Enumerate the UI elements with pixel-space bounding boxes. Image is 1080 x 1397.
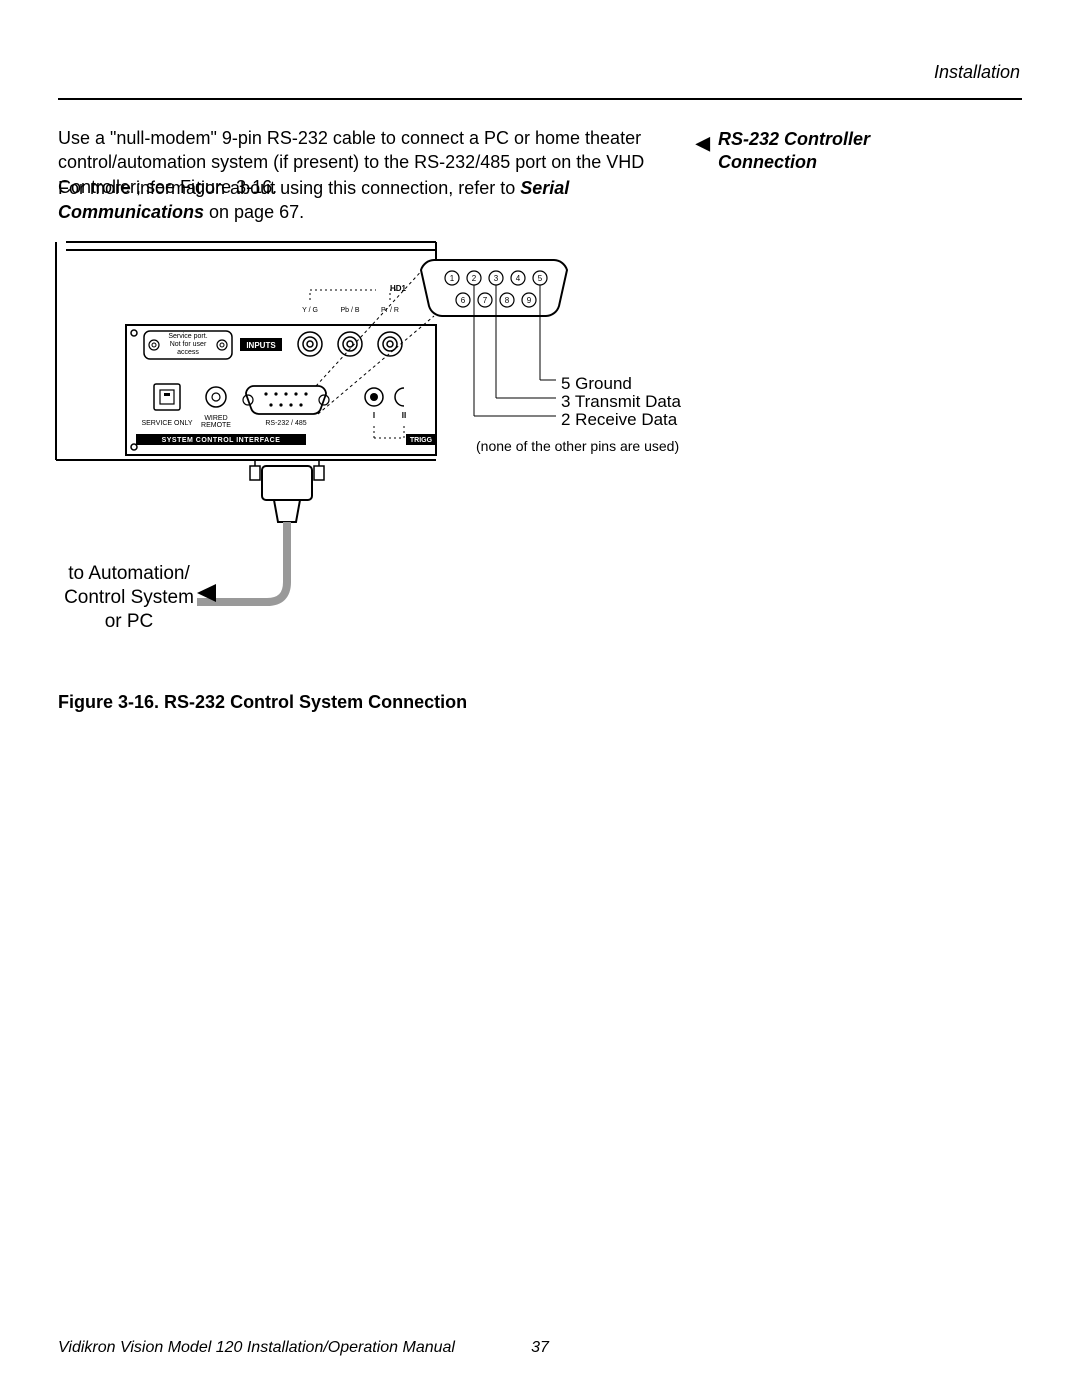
svg-text:INPUTS: INPUTS [246, 341, 276, 350]
svg-text:REMOTE: REMOTE [201, 422, 231, 429]
svg-text:4: 4 [516, 274, 521, 283]
svg-text:5: 5 [538, 274, 543, 283]
svg-text:I: I [373, 411, 375, 420]
svg-text:9: 9 [527, 296, 532, 305]
page-number: 37 [0, 1339, 1080, 1357]
svg-text:7: 7 [483, 296, 488, 305]
cable-dest-l3: or PC [105, 611, 154, 632]
svg-text:3: 3 [494, 274, 499, 283]
svg-text:1: 1 [450, 274, 455, 283]
svg-text:6: 6 [461, 296, 466, 305]
cable-dest-l1: to Automation/ [68, 563, 189, 584]
margin-note-line1: RS-232 Controller [718, 129, 870, 149]
paragraph-2: For more information about using this co… [58, 176, 688, 225]
svg-text:Y / G: Y / G [302, 307, 318, 314]
pin-note: (none of the other pins are used) [476, 438, 679, 454]
svg-text:access: access [177, 349, 199, 356]
margin-note: RS-232 Controller Connection [718, 128, 870, 173]
paragraph-2-c: on page 67. [204, 202, 304, 222]
margin-note-line2: Connection [718, 152, 817, 172]
svg-text:TRIGG: TRIGG [410, 437, 433, 444]
svg-text:2: 2 [472, 274, 477, 283]
paragraph-2-a: For more information about using this co… [58, 178, 520, 198]
figure-diagram: Service port. Not for user access INPUTS… [56, 230, 696, 680]
svg-text:RS-232 / 485: RS-232 / 485 [265, 420, 306, 427]
svg-text:II: II [402, 411, 406, 420]
running-header: Installation [934, 62, 1020, 83]
svg-text:HD1: HD1 [390, 284, 407, 293]
header-rule [58, 98, 1022, 100]
cable-dest-label: to Automation/ Control System or PC [54, 562, 204, 633]
page: Installation Use a "null-modem" 9-pin RS… [0, 0, 1080, 1397]
svg-text:SERVICE ONLY: SERVICE ONLY [141, 420, 192, 427]
svg-text:Not for user: Not for user [170, 341, 207, 348]
cable-dest-l2: Control System [64, 587, 194, 608]
svg-text:SYSTEM CONTROL INTERFACE: SYSTEM CONTROL INTERFACE [162, 437, 281, 444]
svg-text:8: 8 [505, 296, 510, 305]
svg-text:WIRED: WIRED [204, 415, 227, 422]
svg-text:Service port.: Service port. [168, 333, 207, 340]
svg-text:Pr / R: Pr / R [381, 307, 399, 314]
svg-text:Pb / B: Pb / B [340, 307, 359, 314]
pin2-label: 2 Receive Data [561, 409, 677, 430]
figure-caption: Figure 3-16. RS-232 Control System Conne… [58, 692, 467, 713]
margin-arrow-icon: ◀ [696, 133, 710, 154]
